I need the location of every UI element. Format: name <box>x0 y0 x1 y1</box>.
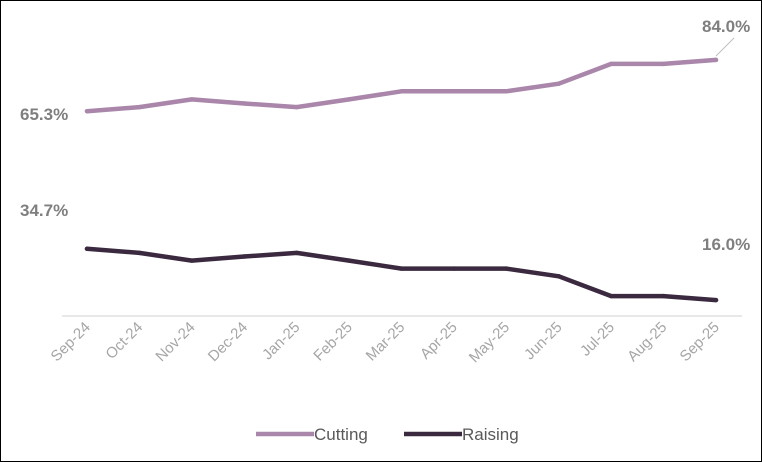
x-tick-label-dec-24: Dec-24 <box>205 319 251 365</box>
point-raising-jan-25 <box>294 250 299 256</box>
point-raising-feb-25 <box>346 258 352 263</box>
label-raising-first: 34.7% <box>20 201 68 220</box>
point-cutting-sep-25 <box>713 57 719 63</box>
point-cutting-aug-25 <box>661 61 666 67</box>
point-cutting-jul-25 <box>609 61 614 67</box>
x-tick-label-aug-25: Aug-25 <box>624 319 670 365</box>
x-tick-label-nov-24: Nov-24 <box>152 319 198 365</box>
x-tick-label-oct-24: Oct-24 <box>102 319 146 363</box>
point-raising-sep-24 <box>84 246 90 251</box>
point-cutting-apr-25 <box>451 89 457 94</box>
legend-label-cutting: Cutting <box>314 425 368 444</box>
x-tick-label-jul-25: Jul-25 <box>577 319 618 360</box>
point-raising-jun-25 <box>556 274 561 279</box>
point-cutting-mar-25 <box>399 89 404 94</box>
point-cutting-jan-25 <box>294 104 299 110</box>
point-raising-dec-24 <box>242 254 247 259</box>
label-cutting-first: 65.3% <box>20 105 68 124</box>
point-raising-oct-24 <box>137 250 142 256</box>
x-tick-label-apr-25: Apr-25 <box>417 319 461 363</box>
point-raising-mar-25 <box>399 266 404 271</box>
label-leader-line <box>715 37 735 57</box>
point-cutting-may-25 <box>504 89 509 94</box>
label-cutting-last: 84.0% <box>702 17 750 36</box>
point-raising-apr-25 <box>451 266 457 271</box>
series-lines <box>84 57 719 303</box>
point-raising-nov-24 <box>189 258 194 263</box>
x-tick-label-jan-25: Jan-25 <box>259 319 303 363</box>
label-raising-last: 16.0% <box>702 235 750 254</box>
point-cutting-nov-24 <box>189 97 194 102</box>
x-tick-label-feb-25: Feb-25 <box>310 319 356 365</box>
point-cutting-dec-24 <box>242 101 247 106</box>
point-raising-sep-25 <box>713 297 719 303</box>
legend-label-raising: Raising <box>462 425 519 444</box>
x-tick-label-sep-25: Sep-25 <box>677 319 723 365</box>
point-cutting-feb-25 <box>346 97 352 102</box>
legend: Cutting Raising <box>256 425 519 444</box>
x-tick-label-sep-24: Sep-24 <box>48 319 94 365</box>
point-raising-jul-25 <box>609 293 614 299</box>
x-tick-labels: Sep-24 Oct-24 Nov-24 Dec-24 Jan-25 Feb-25 Mar-… <box>48 319 723 366</box>
point-raising-aug-25 <box>661 293 666 299</box>
x-tick-label-mar-25: Mar-25 <box>363 319 409 365</box>
point-cutting-sep-24 <box>84 109 90 114</box>
x-tick-label-may-25: May-25 <box>466 319 513 366</box>
point-raising-may-25 <box>504 266 509 271</box>
point-cutting-jun-25 <box>556 81 561 86</box>
series-line-cutting <box>84 57 719 114</box>
series-line-raising <box>84 246 719 303</box>
point-cutting-oct-24 <box>137 104 142 110</box>
x-tick-label-jun-25: Jun-25 <box>521 319 565 363</box>
